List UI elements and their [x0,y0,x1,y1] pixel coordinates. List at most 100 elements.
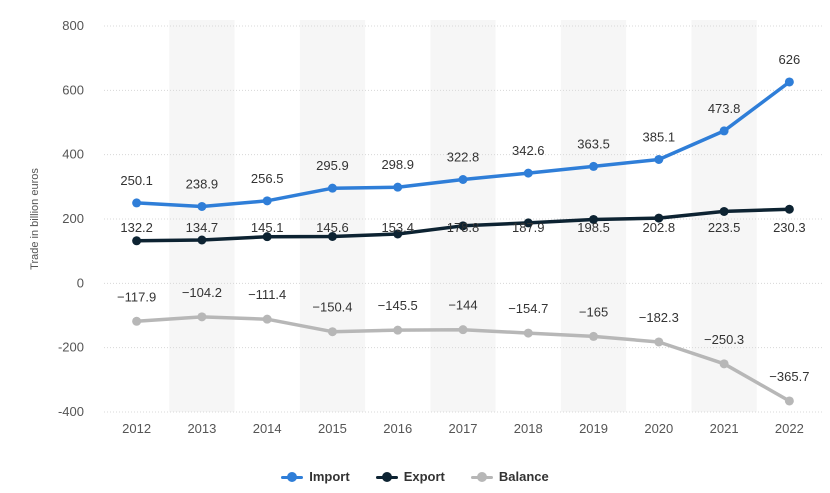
legend-swatch-export [375,471,398,482]
data-label-export: 223.5 [708,220,741,235]
data-label-balance: −150.4 [312,300,352,315]
x-tick-label: 2020 [644,421,673,436]
data-label-import: 322.8 [447,149,480,164]
series-points [132,77,794,406]
legend-label-export: Export [403,469,445,484]
data-label-balance: −104.2 [182,285,222,300]
data-point-import [784,77,794,87]
data-point-export [654,213,664,223]
data-label-export: 202.8 [643,220,676,235]
data-point-export [719,206,729,216]
data-label-balance: −117.9 [117,289,156,304]
x-axis-tick-labels: 2012 2013 2014 2015 2016 2017 2018 2019 2020 2021… [122,421,804,436]
legend-item-balance[interactable]: Balance [470,469,549,484]
data-label-balance: −144 [448,298,477,313]
y-axis-tick-labels: 800 600 400 200 0 -200 -400 [58,18,84,419]
legend: Import Export Balance [0,469,830,484]
data-point-import [654,154,664,164]
data-label-import: 238.9 [186,176,219,191]
data-label-import: 385.1 [643,129,676,144]
legend-swatch-balance [470,471,493,482]
data-point-export [458,221,468,231]
x-tick-label: 2018 [514,421,543,436]
data-point-balance [589,331,599,341]
data-point-balance [719,359,729,369]
data-point-balance [458,325,468,335]
data-label-export: 145.6 [316,220,349,235]
data-point-export [589,214,599,224]
x-tick-label: 2019 [579,421,608,436]
data-label-export: 198.5 [577,220,610,235]
x-tick-label: 2021 [710,421,739,436]
data-point-import [589,161,599,171]
x-tick-label: 2022 [775,421,804,436]
column-band [430,20,496,412]
y-axis-label: Trade in billion euros [29,168,41,270]
data-label-balance: −182.3 [639,310,679,325]
alternating-column-bands [169,20,757,412]
y-tick-label: 200 [62,211,84,226]
data-point-balance [327,327,337,337]
data-point-balance [523,328,533,338]
legend-swatch-import [281,471,304,482]
data-point-import [327,183,337,193]
legend-item-export[interactable]: Export [375,469,445,484]
legend-label-import: Import [309,469,350,484]
data-label-balance: −145.5 [378,298,418,313]
data-point-import [197,201,207,211]
legend-item-import[interactable]: Import [281,469,350,484]
x-tick-label: 2012 [122,421,151,436]
data-label-import: 295.9 [316,158,349,173]
data-label-balance: −111.4 [248,287,286,302]
data-label-export: 178.8 [447,220,480,235]
data-point-balance [784,396,794,406]
data-label-import: 298.9 [381,157,414,172]
data-label-balance: −154.7 [508,301,548,316]
data-point-export [327,231,337,241]
data-label-export: 134.7 [186,220,219,235]
data-label-export: 145.1 [251,220,284,235]
data-label-import: 256.5 [251,171,284,186]
data-label-import: 342.6 [512,143,545,158]
data-point-import [458,174,468,184]
data-point-import [719,126,729,136]
data-label-import: 250.1 [120,173,153,188]
data-label-export: 132.2 [120,220,153,235]
data-point-export [262,232,272,242]
column-band [691,20,757,412]
data-label-export: 230.3 [773,220,806,235]
data-point-export [523,218,533,228]
data-label-balance: −250.3 [704,332,744,347]
x-tick-label: 2013 [187,421,216,436]
data-point-import [523,168,533,178]
data-point-export [197,235,207,245]
column-band [299,20,366,412]
data-label-import: 363.5 [577,136,610,151]
y-tick-label: 0 [77,275,84,290]
data-point-import [132,198,142,208]
column-band [169,20,235,412]
data-point-balance [262,314,272,324]
data-point-export [393,229,403,239]
legend-label-balance: Balance [498,469,549,484]
y-tick-label: 800 [62,18,84,33]
data-labels: 250.1 238.9 256.5 295.9 298.9 322.8 342.6 363.5… [117,52,809,384]
data-point-export [132,236,142,246]
x-tick-label: 2014 [253,421,282,436]
y-tick-label: 400 [62,147,84,162]
x-tick-label: 2017 [449,421,478,436]
y-tick-label: -200 [58,340,84,355]
data-point-import [262,196,272,206]
data-point-export [784,204,794,214]
data-label-export: 187.9 [512,220,545,235]
data-point-import [393,182,403,192]
data-label-export: 153.4 [381,220,414,235]
x-tick-label: 2016 [383,421,412,436]
data-label-import: 473.8 [708,101,741,116]
x-tick-label: 2015 [318,421,347,436]
y-tick-label: 600 [62,82,84,97]
data-label-import: 626 [779,52,801,67]
data-point-balance [132,316,142,326]
